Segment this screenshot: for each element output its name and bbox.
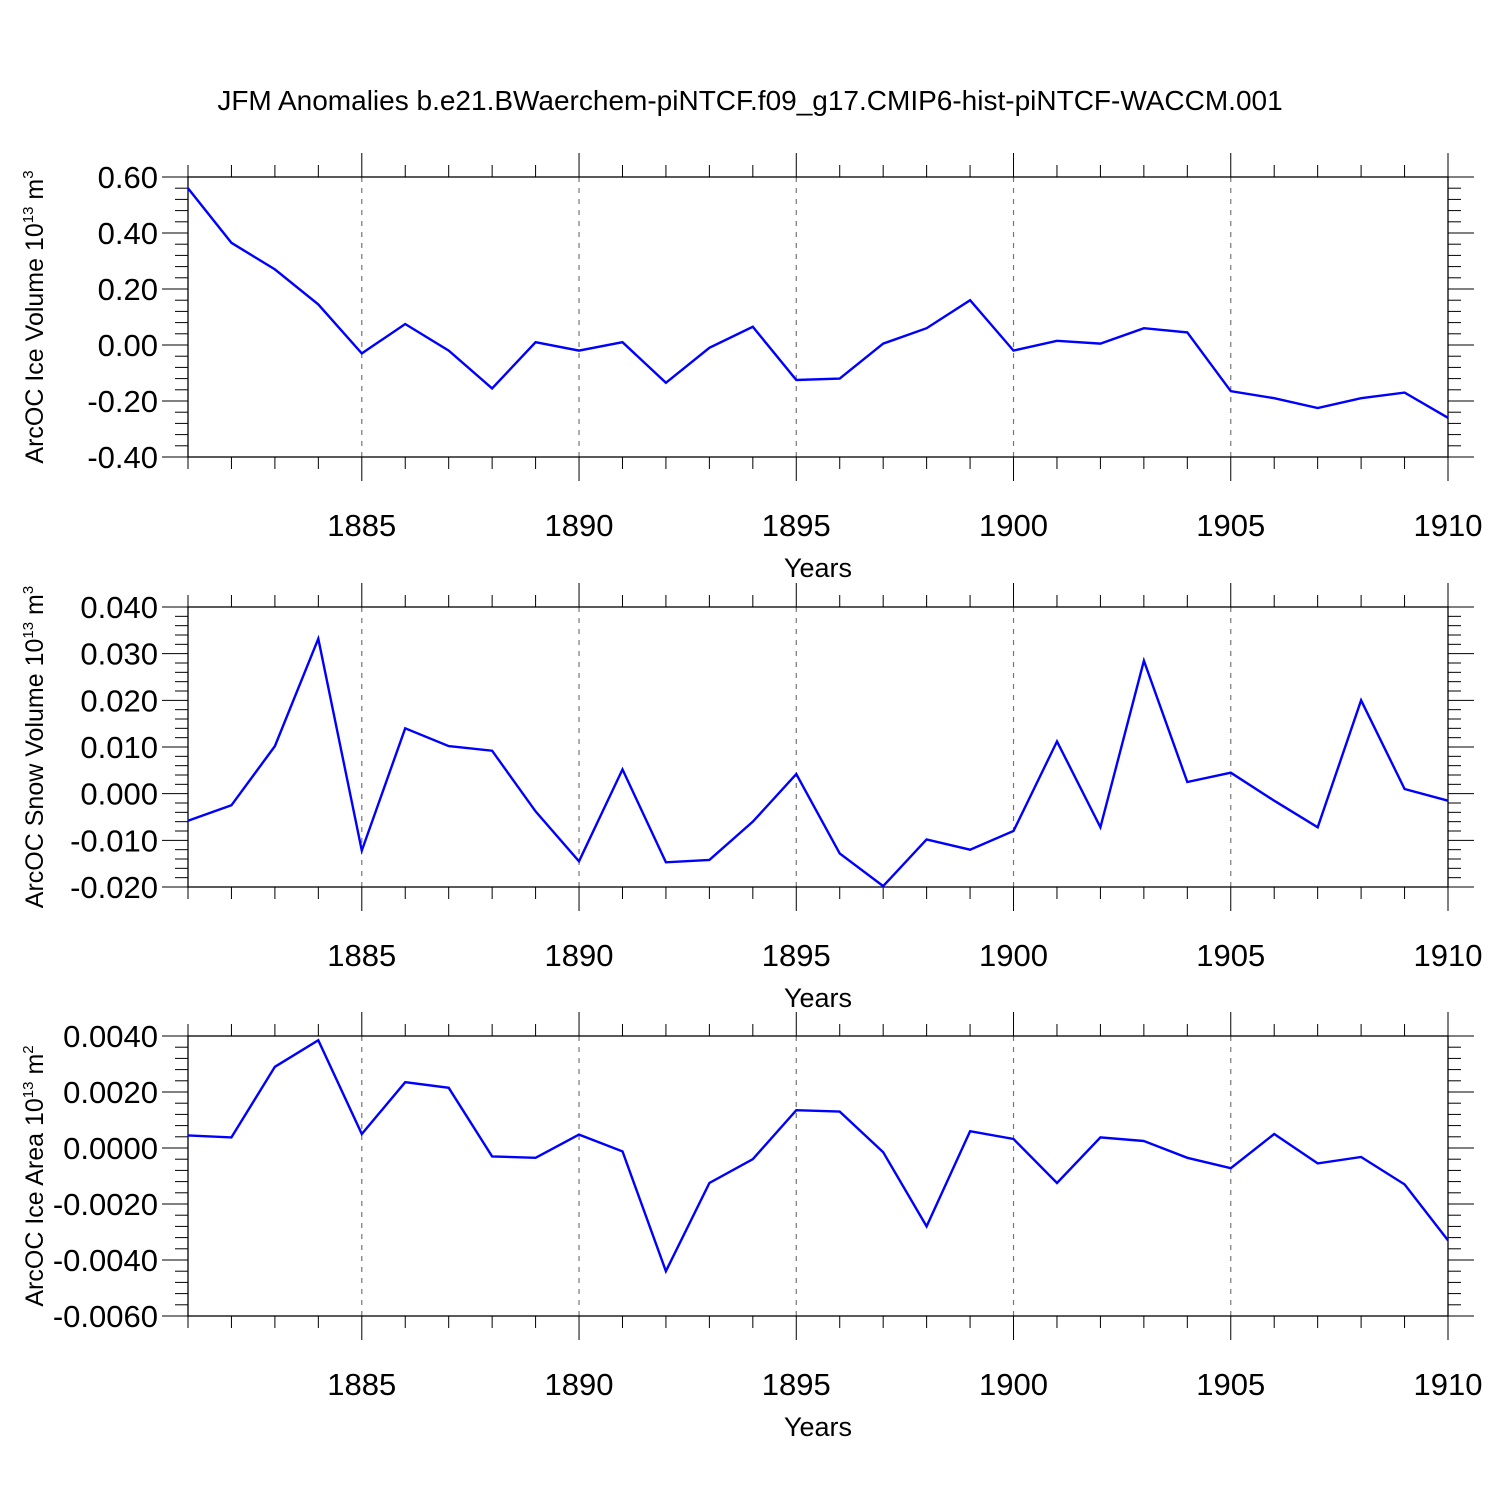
x-tick-label: 1885 — [327, 938, 396, 973]
y-tick-label: 0.00 — [98, 328, 158, 363]
x-tick-label: 1890 — [545, 938, 614, 973]
x-tick-label: 1900 — [979, 508, 1048, 543]
chart-title: JFM Anomalies b.e21.BWaerchem-piNTCF.f09… — [217, 85, 1282, 116]
y-axis-label: ArcOC Ice Volume 1013 m3 — [20, 170, 49, 463]
y-tick-label: -0.0020 — [53, 1187, 158, 1222]
y-tick-label: 0.60 — [98, 160, 158, 195]
y-tick-label: 0.0000 — [63, 1131, 158, 1166]
x-tick-label: 1905 — [1196, 938, 1265, 973]
x-tick-label: 1890 — [545, 1367, 614, 1402]
y-tick-label: 0.010 — [80, 730, 158, 765]
y-tick-label: 0.40 — [98, 216, 158, 251]
y-tick-label: -0.0040 — [53, 1243, 158, 1278]
x-tick-label: 1905 — [1196, 1367, 1265, 1402]
y-tick-label: -0.20 — [87, 384, 158, 419]
plot-frame — [187, 1035, 1449, 1317]
x-tick-label: 1910 — [1414, 1367, 1483, 1402]
x-tick-label: 1905 — [1196, 508, 1265, 543]
x-tick-label: 1890 — [545, 508, 614, 543]
x-axis-label: Years — [784, 983, 852, 1013]
data-series-line — [187, 1038, 1449, 1275]
y-tick-label: 0.040 — [80, 590, 158, 625]
x-tick-label: 1885 — [327, 508, 396, 543]
x-axis-label: Years — [784, 553, 852, 583]
data-series-line — [187, 634, 1449, 888]
plot-frame — [187, 606, 1449, 888]
x-tick-label: 1900 — [979, 938, 1048, 973]
y-axis-label: ArcOC Snow Volume 1013 m3 — [20, 586, 49, 908]
y-tick-label: 0.030 — [80, 637, 158, 672]
plot-frame — [187, 176, 1449, 458]
x-tick-label: 1910 — [1414, 508, 1483, 543]
y-axis-label: ArcOC Ice Area 1013 m2 — [20, 1045, 49, 1306]
y-tick-label: 0.0020 — [63, 1075, 158, 1110]
y-tick-label: -0.0060 — [53, 1299, 158, 1334]
x-tick-label: 1900 — [979, 1367, 1048, 1402]
x-tick-label: 1910 — [1414, 938, 1483, 973]
y-tick-label: -0.010 — [70, 823, 158, 858]
y-tick-label: -0.40 — [87, 440, 158, 475]
y-tick-label: 0.0040 — [63, 1019, 158, 1054]
y-tick-label: 0.20 — [98, 272, 158, 307]
x-tick-label: 1895 — [762, 938, 831, 973]
y-tick-label: 0.000 — [80, 777, 158, 812]
chart-panel-1: 0.60 0.40 0.20 0.00 -0.20 -0.40 1885 1890 1895 19… — [20, 153, 1482, 583]
y-tick-label: -0.020 — [70, 870, 158, 905]
x-tick-label: 1895 — [762, 508, 831, 543]
x-tick-label: 1895 — [762, 1367, 831, 1402]
x-tick-label: 1885 — [327, 1367, 396, 1402]
x-axis-label: Years — [784, 1412, 852, 1442]
data-series-line — [187, 187, 1449, 419]
y-tick-label: 0.020 — [80, 683, 158, 718]
chart-panel-3: 0.0040 0.0020 0.0000 -0.0020 -0.0040 -0.0060 1… — [20, 1012, 1482, 1442]
chart-panel-2: 0.040 0.030 0.020 0.010 0.000 -0.010 -0.020 188… — [20, 583, 1482, 1013]
